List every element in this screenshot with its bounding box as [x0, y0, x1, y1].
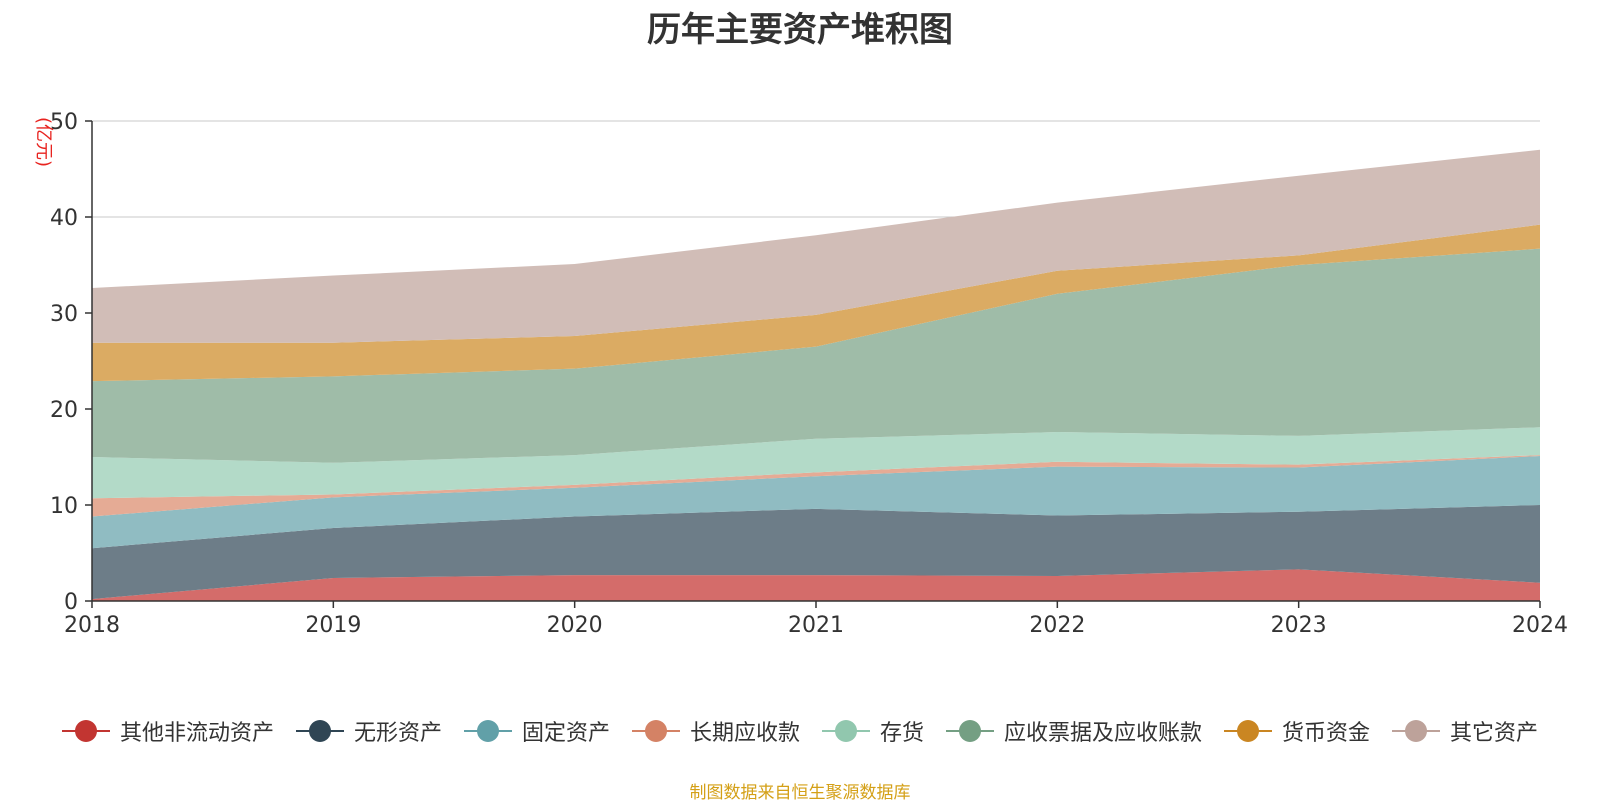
legend-marker-icon — [295, 719, 344, 743]
chart-title: 历年主要资产堆积图 — [647, 10, 953, 50]
y-tick-label: 30 — [50, 302, 78, 327]
area-series-2 — [92, 456, 1540, 549]
legend-item[interactable]: 无形资产 — [295, 715, 442, 747]
legend-label: 无形资产 — [353, 721, 442, 746]
legend-item[interactable]: 其他非流动资产 — [61, 715, 274, 747]
x-tick-label: 2018 — [64, 613, 120, 638]
area-series-3 — [92, 455, 1540, 517]
legend-marker-icon — [631, 719, 680, 743]
legend-label: 货币资金 — [1282, 721, 1371, 746]
legend-marker-icon — [61, 719, 110, 743]
x-tick-label: 2019 — [305, 613, 361, 638]
area-layers — [92, 149, 1540, 601]
y-tick-label: 50 — [50, 110, 78, 135]
legend-marker-icon — [1392, 719, 1441, 743]
legend: 其他非流动资产 无形资产 固定资产 长期应收款 存货 应收票据及应收账款 货币资金 其它资产 — [0, 715, 1600, 747]
area-series-0 — [92, 569, 1540, 601]
x-tick-label: 2020 — [547, 613, 603, 638]
legend-item[interactable]: 其它资产 — [1392, 715, 1538, 747]
legend-label: 其他非流动资产 — [119, 721, 274, 746]
x-tick-label: 2024 — [1512, 613, 1568, 638]
y-tick-label: 0 — [64, 590, 78, 615]
area-series-7 — [92, 149, 1540, 343]
legend-marker-icon — [1224, 719, 1273, 743]
source-note: 制图数据来自恒生聚源数据库 — [689, 783, 911, 803]
x-tick-label: 2022 — [1029, 613, 1085, 638]
legend-marker-icon — [822, 719, 870, 743]
legend-item[interactable]: 存货 — [822, 715, 924, 747]
legend-label: 长期应收款 — [689, 721, 800, 746]
y-tick-label: 40 — [50, 206, 78, 231]
legend-label: 存货 — [880, 721, 925, 746]
legend-item[interactable]: 固定资产 — [463, 715, 610, 747]
legend-label: 其它资产 — [1450, 721, 1539, 746]
legend-label: 应收票据及应收账款 — [1004, 721, 1203, 746]
y-axis-unit-label: (亿元) — [33, 117, 54, 167]
legend-marker-icon — [946, 719, 995, 743]
y-tick-label: 10 — [50, 494, 78, 519]
legend-marker-icon — [463, 719, 512, 743]
x-tick-label: 2023 — [1271, 613, 1327, 638]
area-series-6 — [92, 224, 1540, 382]
legend-item[interactable]: 应收票据及应收账款 — [946, 715, 1202, 747]
y-tick-label: 20 — [50, 398, 78, 423]
axes: 0 10 20 30 40 50 2018 2019 2020 2021 2022 2023 2024 — [50, 110, 1568, 638]
x-tick-label: 2021 — [788, 613, 844, 638]
legend-item[interactable]: 货币资金 — [1224, 715, 1370, 747]
area-series-5 — [92, 248, 1540, 463]
legend-item[interactable]: 长期应收款 — [631, 715, 800, 747]
area-series-4 — [92, 427, 1540, 499]
area-series-1 — [92, 505, 1540, 600]
legend-label: 固定资产 — [521, 721, 610, 746]
